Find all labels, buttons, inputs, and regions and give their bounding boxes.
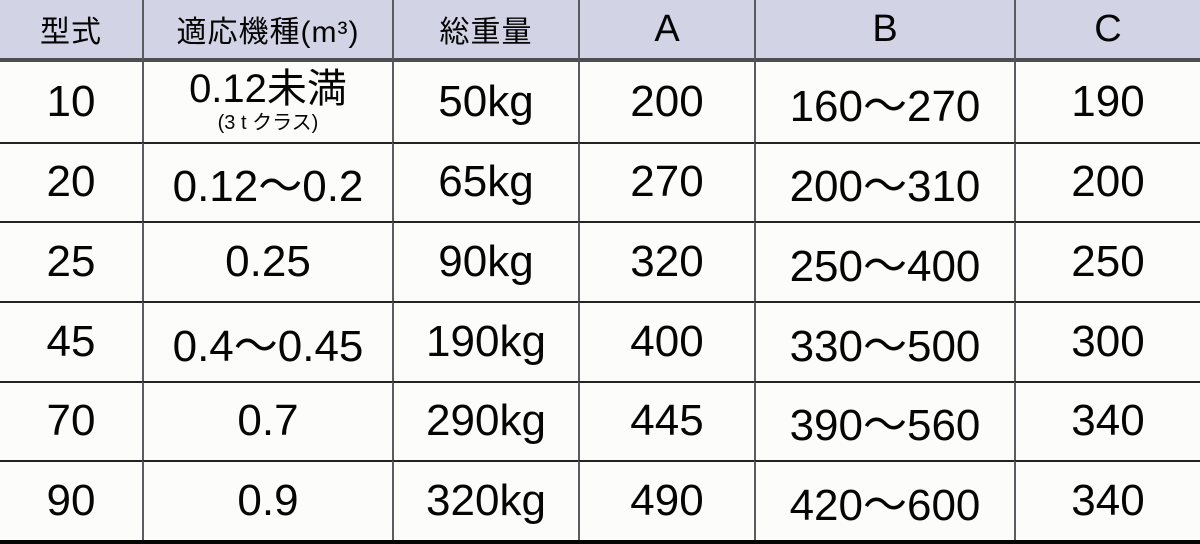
cell-a: 490 bbox=[578, 460, 754, 540]
cell-model: 90 bbox=[0, 460, 142, 540]
cell-weight: 65kg bbox=[392, 141, 578, 222]
cell-a: 270 bbox=[578, 141, 754, 222]
column-header-weight: 総重量 bbox=[392, 0, 578, 62]
cell-c: 340 bbox=[1014, 380, 1200, 461]
cell-c: 200 bbox=[1014, 141, 1200, 222]
cell-c: 190 bbox=[1014, 62, 1200, 142]
cell-b: 160〜270 bbox=[754, 62, 1014, 142]
cell-capacity: 0.12未満 (3 t クラス) bbox=[142, 62, 392, 142]
cell-weight: 290kg bbox=[392, 380, 578, 461]
cell-c: 300 bbox=[1014, 300, 1200, 381]
cell-weight: 90kg bbox=[392, 221, 578, 301]
cell-b: 250〜400 bbox=[754, 221, 1014, 301]
cell-model: 25 bbox=[0, 221, 142, 301]
cell-capacity: 0.25 bbox=[142, 221, 392, 301]
cell-b: 390〜560 bbox=[754, 380, 1014, 461]
capacity-value: 0.12未満 bbox=[189, 66, 347, 111]
capacity-two-line: 0.12未満 (3 t クラス) bbox=[189, 69, 347, 135]
column-header-a: A bbox=[578, 0, 754, 62]
cell-model: 70 bbox=[0, 380, 142, 461]
cell-weight: 50kg bbox=[392, 62, 578, 142]
cell-b: 200〜310 bbox=[754, 141, 1014, 222]
column-header-c: C bbox=[1014, 0, 1200, 62]
column-header-b: B bbox=[754, 0, 1014, 62]
cell-capacity: 0.7 bbox=[142, 380, 392, 461]
cell-a: 445 bbox=[578, 380, 754, 461]
cell-a: 400 bbox=[578, 300, 754, 381]
cell-capacity: 0.9 bbox=[142, 460, 392, 540]
cell-capacity: 0.12〜0.2 bbox=[142, 141, 392, 222]
column-header-capacity: 適応機種(m³) bbox=[142, 0, 392, 62]
cell-b: 420〜600 bbox=[754, 460, 1014, 540]
cell-weight: 320kg bbox=[392, 460, 578, 540]
cell-model: 45 bbox=[0, 300, 142, 381]
cell-model: 20 bbox=[0, 141, 142, 222]
cell-c: 250 bbox=[1014, 221, 1200, 301]
cell-c: 340 bbox=[1014, 460, 1200, 540]
cell-model: 10 bbox=[0, 62, 142, 142]
cell-capacity: 0.4〜0.45 bbox=[142, 300, 392, 381]
capacity-note: (3 t クラス) bbox=[217, 111, 319, 134]
cell-weight: 190kg bbox=[392, 300, 578, 381]
cell-b: 330〜500 bbox=[754, 300, 1014, 381]
cell-a: 200 bbox=[578, 62, 754, 142]
column-header-model: 型式 bbox=[0, 0, 142, 62]
cell-a: 320 bbox=[578, 221, 754, 301]
